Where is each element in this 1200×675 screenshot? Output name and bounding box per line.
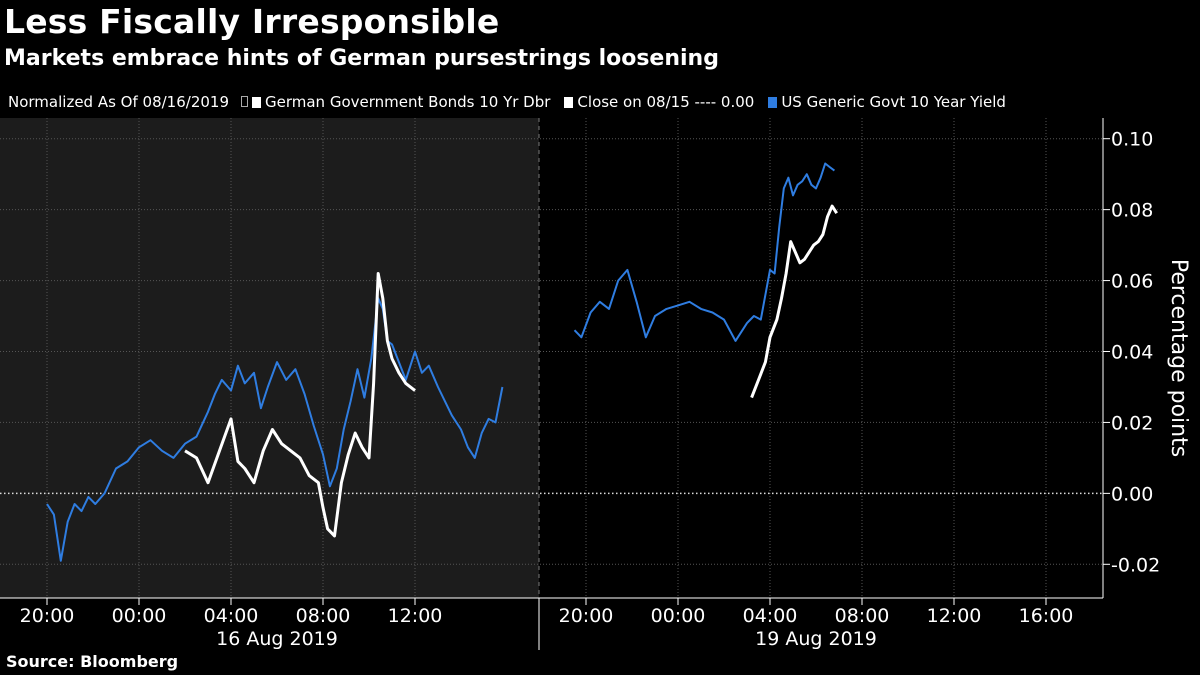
series-us-yield-line-seg2	[573, 162, 836, 342]
legend-label-german-bund: German Government Bonds 10 Yr Dbr	[265, 93, 551, 111]
x-tick-label: 12:00	[927, 605, 982, 627]
x-tick-label: 08:00	[835, 605, 890, 627]
x-tick-label: 04:00	[743, 605, 798, 627]
legend-swatch-german-bund	[252, 96, 261, 108]
grid	[0, 118, 1103, 598]
legend-label-close: Close on 08/15 ---- 0.00	[577, 93, 755, 111]
chart-title: Less Fiscally Irresponsible	[4, 2, 500, 41]
x-tick-label: 16:00	[1019, 605, 1074, 627]
legend-swatch-close	[564, 96, 574, 108]
x-tick-label: 00:00	[651, 605, 706, 627]
x-tick-label: 12:00	[388, 605, 443, 627]
y-tick-label: 0.02	[1111, 412, 1153, 434]
y-tick-label: -0.02	[1111, 554, 1160, 576]
y-axis-label: Percentage points	[1166, 259, 1191, 457]
x-axis: 20:00 00:00 04:00 08:00 12:00 20:00 00:00 04:00…	[0, 597, 1103, 650]
legend-item-us-yield: US Generic Govt 10 Year Yield	[768, 93, 1006, 111]
y-tick-label: 0.10	[1111, 129, 1153, 151]
x-tick-label: 20:00	[20, 605, 75, 627]
y-tick-label: 0.04	[1111, 342, 1153, 364]
y-tick-label: 0.06	[1111, 271, 1153, 293]
legend-item-german-bund: German Government Bonds 10 Yr Dbr	[241, 93, 550, 111]
pin-icon	[241, 95, 248, 107]
y-tick-label: 0.08	[1111, 200, 1153, 222]
date-label: 16 Aug 2019	[216, 628, 338, 650]
legend-label-us-yield: US Generic Govt 10 Year Yield	[781, 93, 1006, 111]
x-tick-label: 00:00	[112, 605, 167, 627]
chart-subtitle: Markets embrace hints of German pursestr…	[4, 46, 719, 71]
series-us-yield-line-seg1	[46, 297, 504, 562]
x-tick-label: 08:00	[296, 605, 351, 627]
date-label: 19 Aug 2019	[755, 628, 877, 650]
legend-normalized-note: Normalized As Of 08/16/2019	[8, 93, 229, 111]
x-tick-label: 04:00	[204, 605, 259, 627]
legend-item-close: Close on 08/15 ---- 0.00	[564, 93, 754, 111]
legend: Normalized As Of 08/16/2019 German Gover…	[8, 91, 1020, 113]
legend-swatch-us-yield	[768, 96, 778, 108]
series-german-bund-line-seg2	[750, 204, 838, 399]
session-shade	[0, 118, 539, 598]
x-tick-label: 20:00	[559, 605, 614, 627]
series-german-bund-line-seg1	[184, 272, 416, 538]
source-note: Source: Bloomberg	[6, 652, 179, 671]
y-axis: 0.10 0.08 0.06 0.04 0.02 0.00 -0.02	[1102, 118, 1160, 598]
series-group	[46, 162, 838, 562]
y-tick-label: 0.00	[1111, 483, 1153, 505]
